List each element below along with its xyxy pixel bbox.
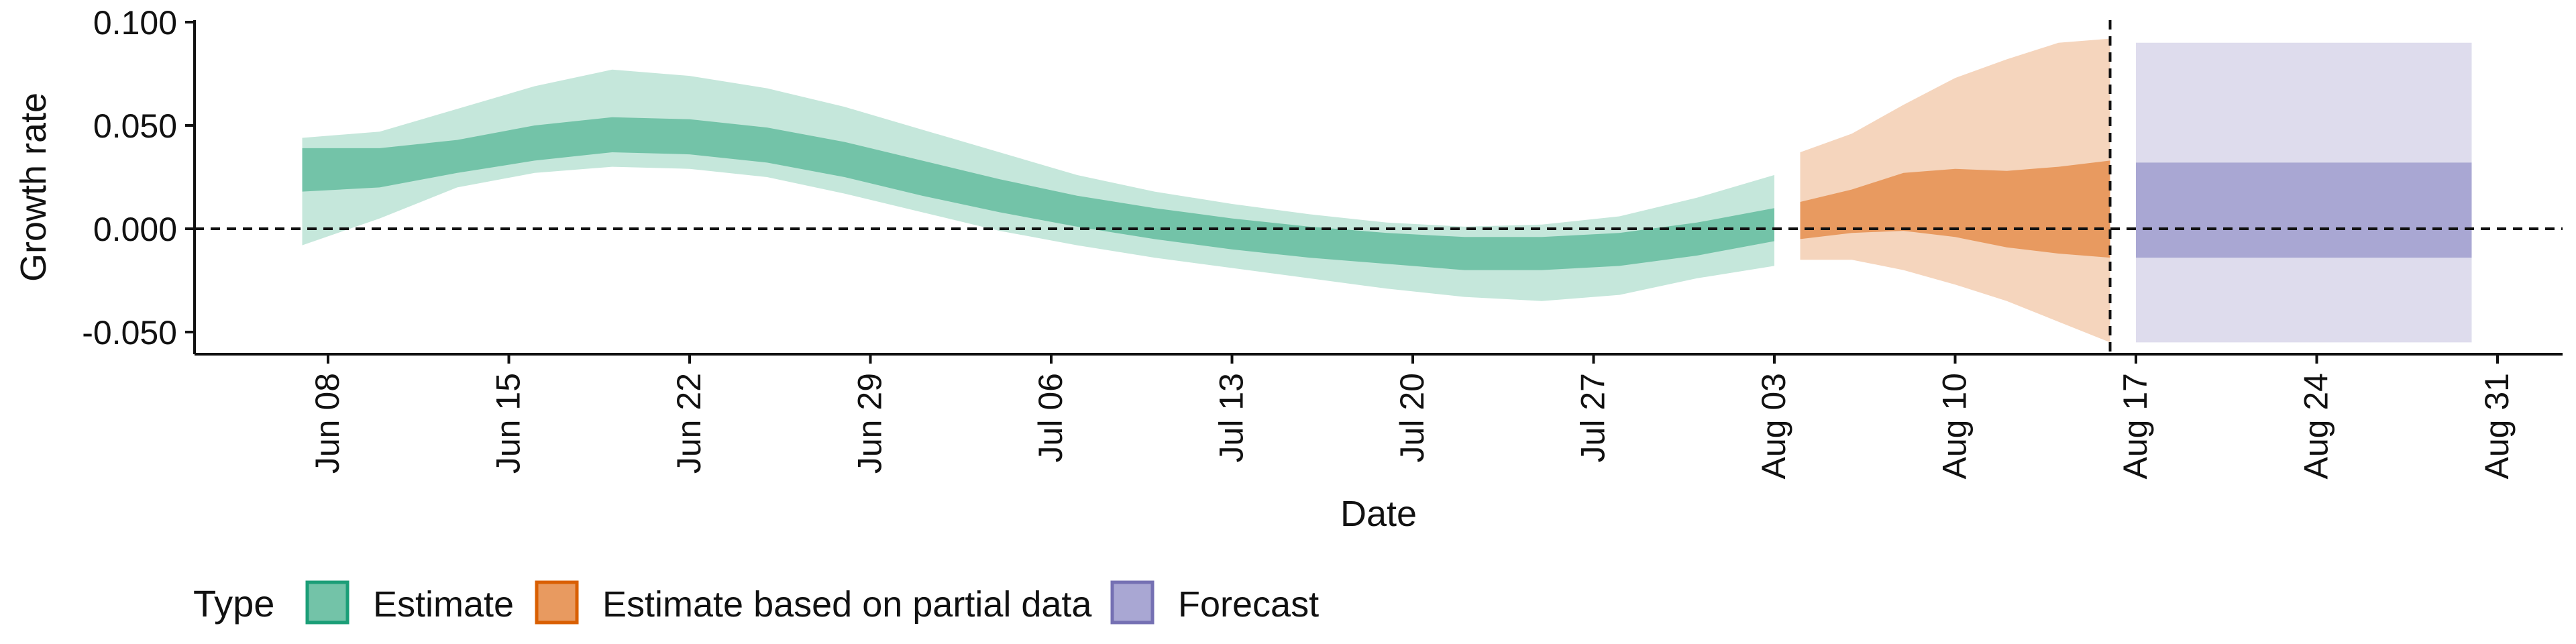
x-tick-label: Jul 27 [1574, 373, 1612, 462]
legend-key-estimate [305, 580, 350, 625]
y-axis-ticks: 0.100 0.050 0.000 -0.050 [82, 4, 195, 352]
x-tick-label: Jun 29 [851, 373, 889, 474]
estimate-50-band [302, 117, 1774, 270]
x-tick-label: Jun 15 [490, 373, 527, 474]
legend-key-forecast [1110, 580, 1155, 625]
x-axis-ticks: Jun 08 Jun 15 Jun 22 Jun 29 Jul 06 Jul 13 Jul … [309, 354, 2516, 479]
chart-bands [302, 38, 2472, 343]
legend-label-estimate-based-on-partial-data: Estimate based on partial data [602, 584, 1092, 625]
y-tick-label: 0.000 [93, 211, 177, 248]
y-axis-title: Growth rate [13, 93, 54, 282]
x-tick-label: Aug 31 [2478, 373, 2516, 479]
y-tick-label: 0.100 [93, 4, 177, 42]
x-tick-label: Jul 13 [1213, 373, 1250, 462]
x-tick-label: Aug 17 [2116, 373, 2154, 479]
reference-lines [195, 20, 2563, 354]
x-tick-label: Jul 06 [1032, 373, 1069, 462]
legend-items: Estimate Estimate based on partial data Fo… [305, 580, 1319, 625]
chart-axes [193, 20, 2563, 356]
x-tick-label: Jul 20 [1393, 373, 1431, 462]
y-tick-label: 0.050 [93, 107, 177, 145]
x-tick-label: Jun 08 [309, 373, 346, 474]
y-tick-label: -0.050 [82, 314, 177, 352]
x-axis-title: Date [1340, 494, 1417, 534]
legend: Type Estimate Estimate based on partial d… [193, 580, 1319, 625]
x-tick-label: Jun 22 [670, 373, 708, 474]
legend-label-estimate: Estimate [373, 584, 514, 625]
x-tick-label: Aug 03 [1755, 373, 1792, 479]
x-tick-label: Aug 10 [1936, 373, 1974, 479]
x-tick-label: Aug 24 [2298, 373, 2335, 479]
legend-key-estimate-based-on-partial-data [535, 580, 579, 625]
legend-label-forecast: Forecast [1178, 584, 1319, 625]
forecast-50-band [2136, 162, 2472, 258]
legend-title: Type [193, 582, 274, 625]
estimate-based-on-partial-data-50-band [1800, 160, 2110, 258]
